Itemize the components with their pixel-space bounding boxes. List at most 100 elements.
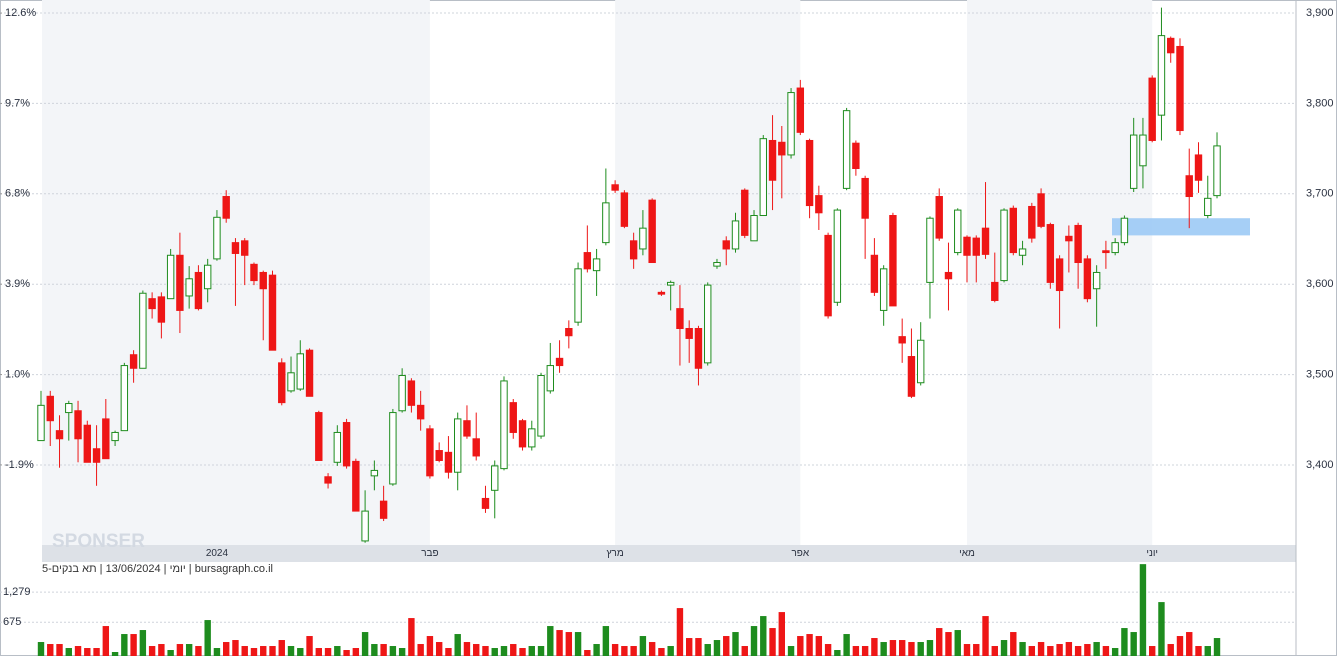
candle-body — [444, 451, 453, 473]
volume-bar — [417, 644, 424, 656]
candle-body — [213, 216, 221, 260]
x-tick-label: אפר — [791, 548, 809, 559]
volume-bar — [473, 644, 480, 656]
candle-body — [1111, 242, 1119, 254]
volume-bar — [287, 646, 295, 656]
volume-bar — [991, 646, 998, 656]
candle-body — [120, 365, 129, 432]
candle-body — [555, 357, 564, 367]
candle-body — [870, 254, 879, 293]
volume-bar — [1158, 602, 1165, 656]
y-tick-label: 3,600 — [1306, 278, 1334, 290]
volume-bar — [408, 618, 415, 656]
candle-body — [500, 380, 508, 470]
candle-body — [268, 274, 277, 351]
volume-bar — [223, 642, 230, 656]
candle-body — [333, 431, 342, 463]
candle-body — [722, 240, 730, 250]
candle-body — [629, 240, 638, 260]
candle-body — [611, 184, 619, 191]
candle-body — [926, 217, 934, 283]
candle-body — [435, 450, 443, 461]
candle-body — [1065, 235, 1073, 242]
y2-tick-label: 12.6% — [5, 7, 36, 19]
candle-body — [907, 356, 916, 397]
candle-body — [157, 296, 166, 323]
volume-bar — [195, 646, 202, 656]
candle-body — [1055, 258, 1064, 292]
volume-bar — [185, 644, 193, 656]
candle-body — [1139, 134, 1147, 167]
volume-bar — [528, 646, 535, 656]
candle-body — [379, 500, 388, 519]
candle-body — [704, 284, 712, 364]
candle-body — [1120, 217, 1129, 244]
x-tick-label: 2024 — [206, 548, 229, 559]
candle-body — [1037, 193, 1045, 227]
candle-body — [398, 375, 406, 412]
volume-bar — [630, 646, 637, 656]
volume-bar — [824, 644, 832, 656]
candle-body — [176, 254, 184, 311]
candle-body — [250, 263, 258, 282]
candle-body — [231, 242, 240, 254]
volume-bar — [213, 648, 221, 656]
candle-body — [1185, 175, 1193, 198]
candle-body — [509, 402, 517, 433]
volume-bar — [973, 644, 980, 656]
candle-body — [657, 291, 666, 295]
candle-body — [574, 268, 582, 323]
volume-bar — [704, 644, 711, 656]
candle-body — [1046, 224, 1055, 283]
candle-body — [852, 142, 860, 169]
volume-bar — [871, 638, 878, 656]
volume-bar — [648, 642, 656, 656]
candle-body — [416, 404, 425, 420]
volume-bar — [176, 644, 184, 656]
candle-body — [324, 476, 332, 484]
volume-bar — [1176, 636, 1184, 656]
candle-body — [713, 262, 721, 267]
y-tick-label: 3,700 — [1306, 188, 1334, 200]
x-axis-band — [42, 545, 1296, 562]
volume-bar — [297, 648, 304, 656]
candle-body — [639, 227, 647, 250]
volume-bar — [852, 646, 860, 656]
candle-body — [278, 362, 286, 404]
volume-bar — [797, 636, 804, 656]
candle-body — [1000, 209, 1008, 282]
volume-bar — [278, 640, 285, 656]
candle-body — [92, 448, 101, 463]
volume-bar — [713, 640, 721, 656]
candle-body — [1018, 248, 1027, 256]
volume-bar — [1056, 644, 1063, 656]
candle-body — [1028, 205, 1036, 239]
volume-bar — [1102, 646, 1110, 656]
volume-bar — [1204, 646, 1211, 656]
volume-bar — [47, 644, 54, 656]
volume-bar — [861, 646, 869, 656]
y-tick-label: 3,500 — [1306, 369, 1334, 381]
candle-body — [1204, 197, 1212, 217]
candle-body — [778, 141, 786, 156]
volume-bar — [491, 648, 498, 656]
candle-body — [1167, 37, 1175, 54]
volume-bar — [676, 608, 684, 656]
candle-body — [898, 336, 906, 344]
volume-bar — [1121, 628, 1128, 656]
volume-bar — [621, 646, 628, 656]
candle-body — [583, 252, 592, 270]
y-tick-label: 3,900 — [1306, 7, 1334, 19]
volume-bar — [84, 648, 91, 656]
footer: יומי | 13/06/2024 | תא בנקים-5 | bursagr… — [42, 563, 273, 575]
volume-bar — [510, 644, 517, 656]
volume-bar — [1167, 644, 1174, 656]
y2-tick-label: 6.8% — [5, 188, 30, 200]
volume-bar — [880, 642, 887, 656]
volume-tick-label: 1,279 — [3, 586, 31, 598]
volume-bar — [139, 630, 147, 656]
volume-bar — [982, 616, 989, 656]
volume-bar — [602, 626, 610, 656]
candle-body — [648, 199, 656, 264]
